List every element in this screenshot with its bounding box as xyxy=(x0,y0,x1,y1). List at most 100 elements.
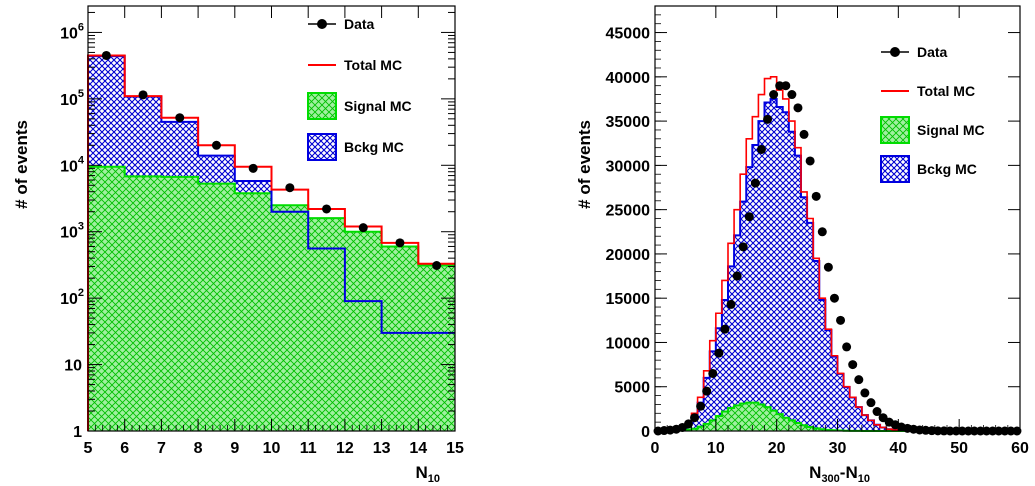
right-data-point xyxy=(726,299,736,309)
right-x-axis-title: N300-N10 xyxy=(809,463,870,485)
right-data-point xyxy=(836,315,846,325)
left-legend-bckg-mc: Bckg MC xyxy=(307,133,404,161)
right-legend-signal-swatch xyxy=(880,116,910,144)
left-x-tick-label: 7 xyxy=(157,440,166,457)
right-legend-bckg-swatch xyxy=(880,155,910,183)
left-data-point xyxy=(322,204,332,214)
right-data-point xyxy=(696,401,706,411)
right-data-point xyxy=(744,212,754,222)
right-data-point xyxy=(714,348,724,358)
right-x-tick-label: 40 xyxy=(889,440,907,457)
right-x-tick-label: 20 xyxy=(768,440,786,457)
right-y-axis-title: # of events xyxy=(575,120,594,209)
left-chart-panel: 5 6 7 8 9 10 11 12 13 14 15 1 10 102 103 104 105 106 # of… xyxy=(12,5,464,485)
left-data-point xyxy=(395,238,405,248)
right-y-tick-label: 35000 xyxy=(606,114,651,131)
right-data-point xyxy=(787,90,797,100)
right-x-tick-label: 10 xyxy=(707,440,725,457)
left-data-point xyxy=(211,140,221,150)
right-data-point xyxy=(829,293,839,303)
left-x-tick-label: 5 xyxy=(84,440,93,457)
left-x-tick-label: 6 xyxy=(120,440,129,457)
left-legend-signal-swatch xyxy=(307,92,337,120)
left-data-point xyxy=(248,163,258,173)
right-x-tick-label: 30 xyxy=(829,440,847,457)
right-data-point xyxy=(866,398,876,408)
right-legend-total-mc: Total MC xyxy=(881,83,975,99)
right-x-tick-label: 60 xyxy=(1011,440,1029,457)
left-data-point xyxy=(358,223,368,233)
right-data-point xyxy=(823,262,833,272)
right-legend-signal-mc: Signal MC xyxy=(880,116,985,144)
left-legend-data-marker xyxy=(317,19,327,29)
left-data-point xyxy=(138,90,148,100)
right-legend-label: Bckg MC xyxy=(917,161,977,177)
left-x-tick-label: 14 xyxy=(409,440,427,457)
right-y-tick-label: 45000 xyxy=(606,26,651,43)
right-data-point xyxy=(854,375,864,385)
left-x-tick-label: 10 xyxy=(263,440,281,457)
right-data-point xyxy=(842,342,852,352)
right-data-point xyxy=(805,156,815,166)
left-signal-mc-fill xyxy=(88,166,455,432)
right-y-tick-label: 15000 xyxy=(606,291,651,308)
right-data-point xyxy=(872,407,882,417)
right-data-point xyxy=(702,386,712,396)
left-x-tick-label: 13 xyxy=(373,440,391,457)
left-legend-bckg-swatch xyxy=(307,133,337,161)
left-y-tick-label: 104 xyxy=(60,154,85,175)
right-y-tick-label: 30000 xyxy=(606,158,651,175)
right-bckg-mc-fill xyxy=(655,98,1020,431)
right-y-tick-label: 40000 xyxy=(606,70,651,87)
left-x-tick-label: 11 xyxy=(300,440,317,457)
right-data-point xyxy=(793,103,803,113)
right-legend: Data Total MC Signal MC Bckg MC xyxy=(880,44,985,183)
left-y-tick-label: 103 xyxy=(60,221,84,242)
left-x-tick-label: 12 xyxy=(336,440,354,457)
left-y-axis-label: # of events xyxy=(12,120,31,209)
left-y-tick-label: 1 xyxy=(73,424,82,441)
right-data-point xyxy=(781,81,791,91)
left-y-tick-label: 102 xyxy=(60,287,84,308)
right-data-point xyxy=(817,227,827,237)
right-data-point xyxy=(756,144,766,154)
right-legend-label: Total MC xyxy=(917,83,975,99)
right-data-points xyxy=(653,81,1022,436)
right-y-tick-label: 10000 xyxy=(606,335,651,352)
right-x-tick-label: 50 xyxy=(950,440,968,457)
left-data-point xyxy=(285,183,295,193)
right-y-tick-label: 25000 xyxy=(606,203,651,220)
left-legend-total-mc: Total MC xyxy=(308,57,402,73)
left-histogram-fills xyxy=(88,56,455,432)
left-legend-label: Data xyxy=(344,16,375,32)
left-x-axis-title: N10 xyxy=(415,463,440,485)
right-y-axis-label: # of events xyxy=(575,120,594,209)
right-axis-ticks: 0 10 20 30 40 50 60 0 5000 10000 15000 20000 25000 30… xyxy=(606,5,1029,457)
right-data-point xyxy=(811,191,821,201)
right-y-tick-label: 0 xyxy=(641,424,650,441)
left-legend-label: Signal MC xyxy=(344,98,412,114)
right-y-tick-label: 5000 xyxy=(614,380,650,397)
right-data-point xyxy=(690,413,700,423)
left-x-tick-label: 9 xyxy=(230,440,239,457)
left-total-mc-line xyxy=(87,54,455,431)
left-axis-ticks: 5 6 7 8 9 10 11 12 13 14 15 1 10 102 103 104 105 106 xyxy=(60,6,464,457)
right-data-point xyxy=(720,324,730,334)
left-y-tick-label: 10 xyxy=(64,358,82,375)
right-legend-label: Signal MC xyxy=(917,122,985,138)
left-data-point xyxy=(432,261,442,271)
left-data-point xyxy=(175,113,185,123)
right-legend-label: Data xyxy=(917,44,948,60)
right-data-point xyxy=(848,360,858,370)
right-legend-data-marker xyxy=(890,47,900,57)
right-data-point xyxy=(769,90,779,100)
right-data-point xyxy=(763,114,773,124)
right-data-point xyxy=(683,419,693,429)
left-legend: Data Total MC Signal MC Bckg MC xyxy=(307,16,412,161)
right-data-point xyxy=(732,271,742,281)
right-data-point xyxy=(750,178,760,188)
left-x-tick-label: 8 xyxy=(194,440,203,457)
left-data-points xyxy=(101,50,442,271)
left-legend-label: Total MC xyxy=(344,57,402,73)
right-legend-bckg-mc: Bckg MC xyxy=(880,155,977,183)
